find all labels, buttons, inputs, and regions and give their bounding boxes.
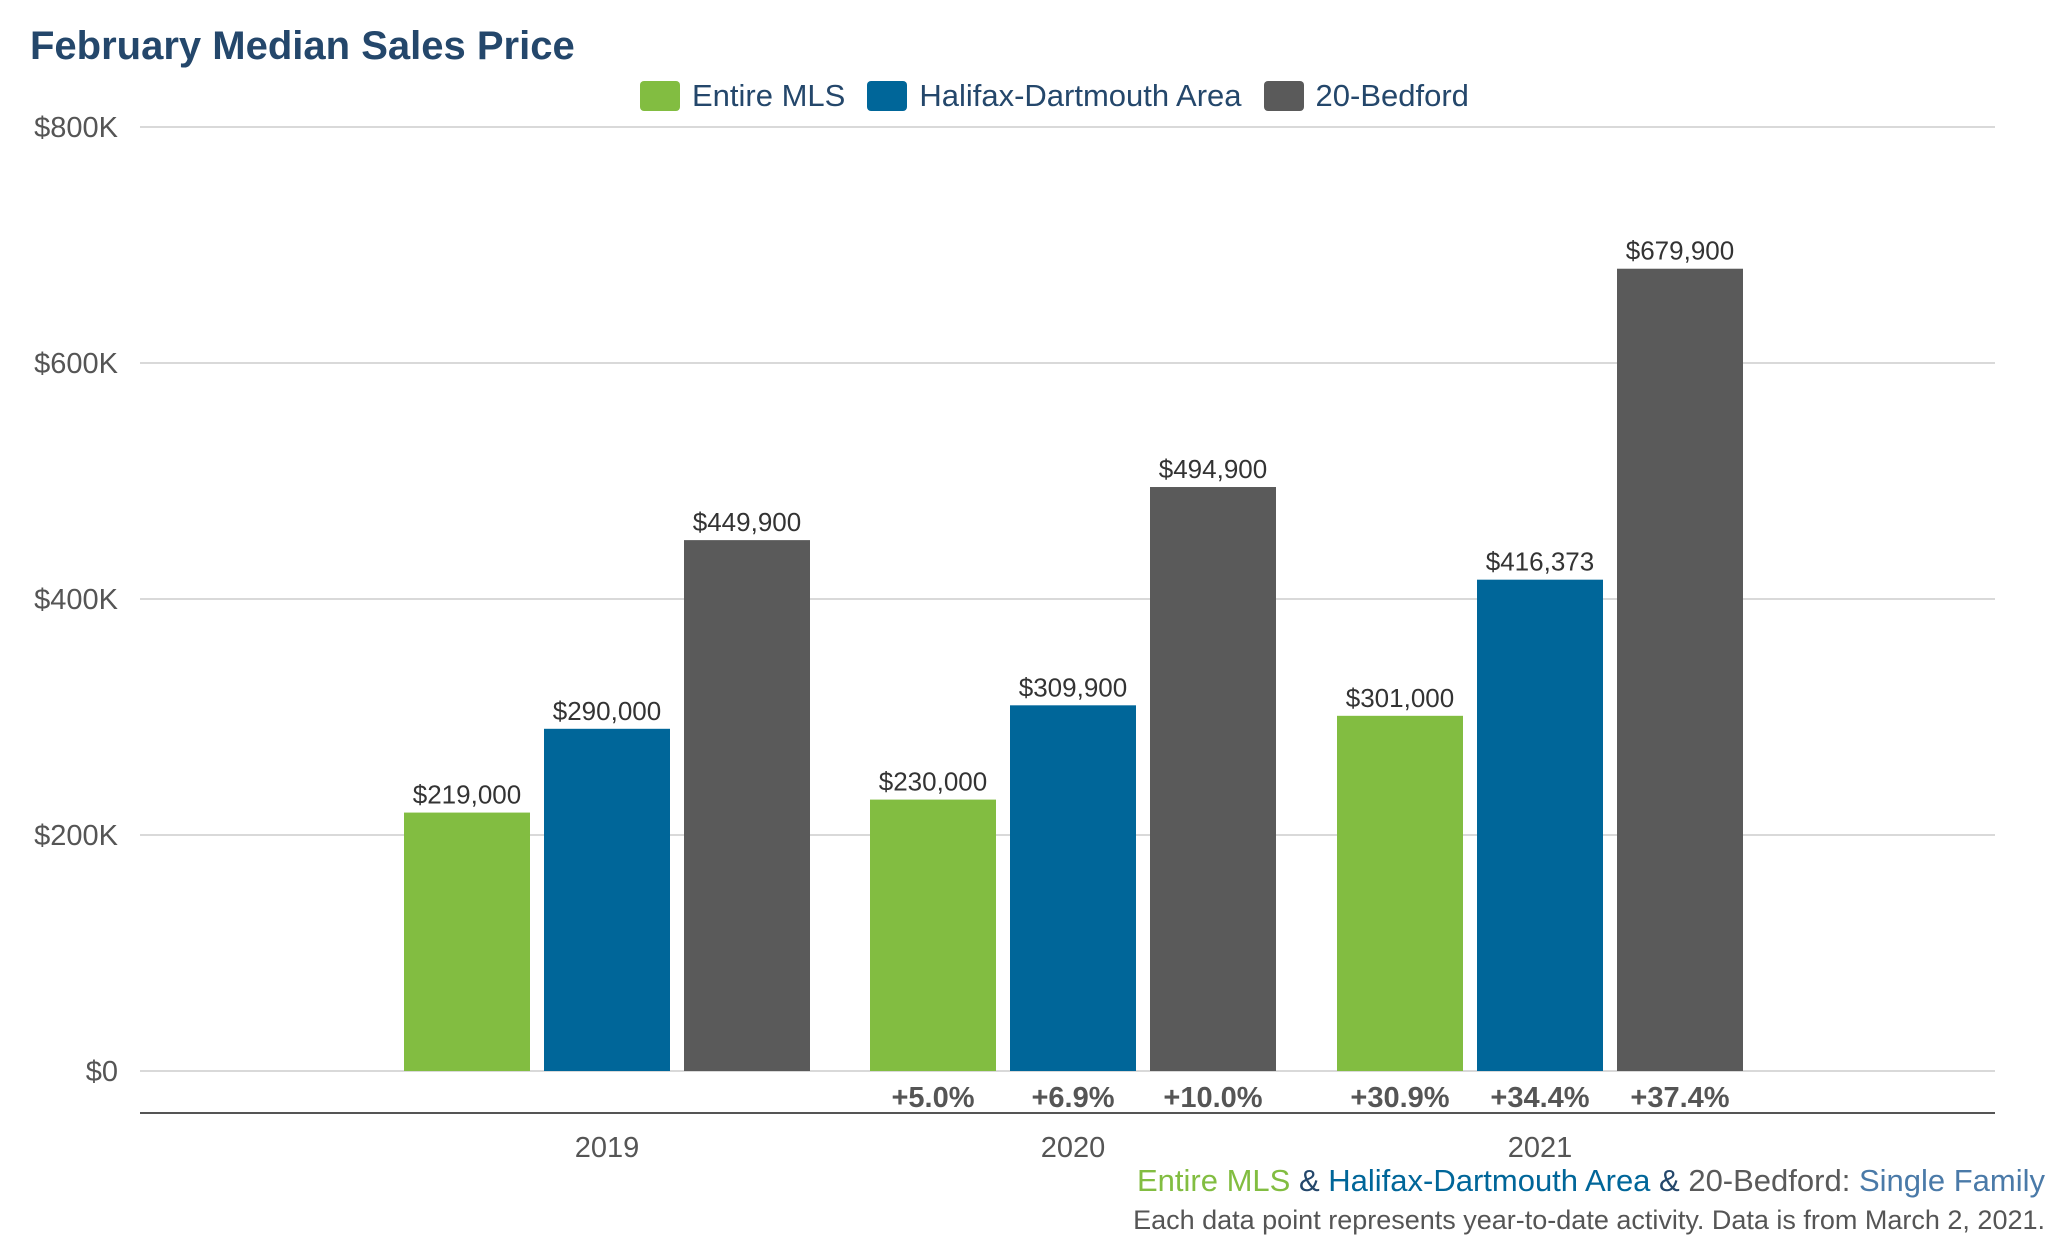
footnote-amp-1: & (1290, 1163, 1329, 1198)
footnote-bedford: 20-Bedford: (1688, 1163, 1859, 1198)
y-tick-label: $0 (86, 1056, 118, 1088)
bar-value-label: $230,000 (879, 767, 987, 797)
bar (684, 540, 810, 1071)
x-tick-label: 2019 (575, 1132, 640, 1164)
y-tick-label: $800K (34, 112, 119, 144)
x-tick-label: 2021 (1508, 1132, 1573, 1164)
percent-change-label: +10.0% (1163, 1082, 1262, 1114)
bar (1477, 579, 1603, 1071)
bar-value-label: $219,000 (413, 780, 521, 810)
bar (1010, 705, 1136, 1071)
percent-change-label: +30.9% (1350, 1082, 1449, 1114)
footnote: Entire MLS & Halifax-Dartmouth Area & 20… (1133, 1163, 2045, 1236)
percent-change-label: +5.0% (891, 1082, 974, 1114)
legend-swatch-bedford (1263, 81, 1304, 111)
bar-value-label: $301,000 (1346, 683, 1454, 713)
legend-label-entire-mls: Entire MLS (692, 78, 846, 113)
bar (1617, 268, 1743, 1071)
bar (1337, 715, 1463, 1071)
footnote-amp-2: & (1650, 1163, 1689, 1198)
chart-legend: Entire MLS Halifax-Dartmouth Area 20-Bed… (640, 78, 1491, 114)
footnote-property-type: Single Family (1858, 1163, 2045, 1198)
bars-layer (404, 268, 1743, 1071)
bar-value-label: $679,900 (1626, 236, 1734, 266)
bar (544, 728, 670, 1071)
legend-item-entire-mls[interactable]: Entire MLS (640, 78, 845, 114)
bar-value-label: $309,900 (1019, 672, 1127, 702)
chart-title: February Median Sales Price (30, 24, 575, 68)
legend-item-bedford[interactable]: 20-Bedford (1263, 78, 1469, 114)
legend-label-bedford: 20-Bedford (1315, 78, 1469, 113)
footnote-entire-mls: Entire MLS (1136, 1163, 1291, 1198)
y-tick-label: $600K (34, 348, 119, 380)
percent-change-label: +34.4% (1490, 1082, 1589, 1114)
percent-change-label: +6.9% (1031, 1082, 1114, 1114)
legend-item-halifax[interactable]: Halifax-Dartmouth Area (867, 78, 1242, 114)
y-tick-label: $200K (34, 820, 119, 852)
legend-swatch-halifax (867, 81, 908, 111)
legend-swatch-entire-mls (640, 81, 680, 111)
bar (1150, 487, 1276, 1071)
legend-label-halifax: Halifax-Dartmouth Area (919, 78, 1242, 113)
y-tick-label: $400K (34, 584, 119, 616)
bar-value-label: $290,000 (553, 696, 661, 726)
labels-layer: $0 $200K $400K $600K $800K 2019 $219,000 $290,0… (34, 112, 1734, 1164)
bar-value-label: $449,900 (693, 507, 801, 537)
footnote-note: Each data point represents year-to-date … (1133, 1205, 2045, 1235)
bar (404, 812, 530, 1071)
footnote-series-line: Entire MLS & Halifax-Dartmouth Area & 20… (1133, 1163, 2045, 1199)
bar (870, 799, 996, 1071)
bar-value-label: $494,900 (1159, 454, 1267, 484)
percent-change-label: +37.4% (1630, 1082, 1729, 1114)
x-tick-label: 2020 (1041, 1132, 1106, 1164)
footnote-halifax: Halifax-Dartmouth Area (1328, 1163, 1651, 1198)
bar-value-label: $416,373 (1486, 547, 1594, 577)
